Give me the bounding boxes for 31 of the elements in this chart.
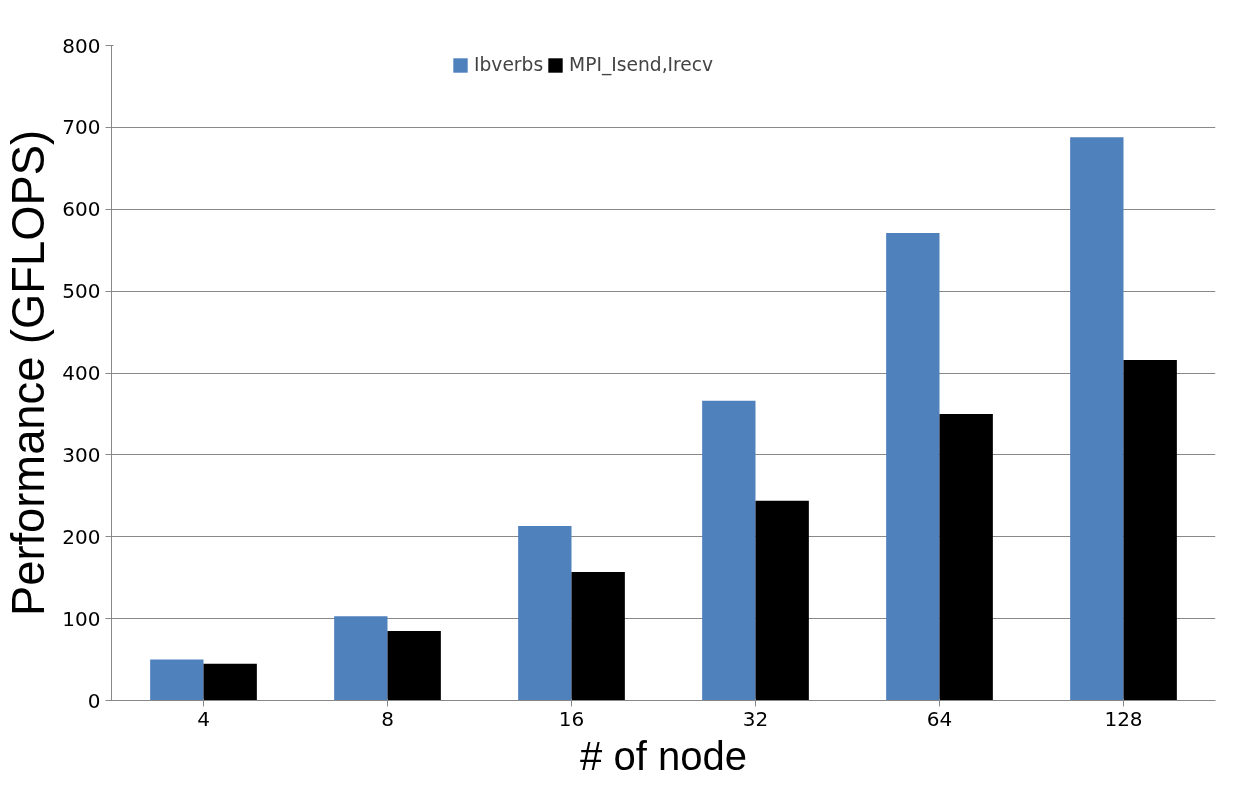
y-axis-title: Performance (GFLOPS) xyxy=(3,129,55,617)
legend-label: Ibverbs xyxy=(474,54,544,75)
y-tick-label: 300 xyxy=(62,442,101,467)
bar xyxy=(518,526,572,701)
x-tick-label: 4 xyxy=(197,706,210,731)
x-tick-label: 32 xyxy=(742,706,769,731)
bar xyxy=(150,659,204,701)
legend-label: MPI_Isend,Irecv xyxy=(569,54,714,75)
x-tick-label: 64 xyxy=(926,706,953,731)
y-tick-label: 700 xyxy=(62,115,101,140)
bar xyxy=(755,500,809,701)
bar xyxy=(571,571,625,701)
x-tick-label: 128 xyxy=(1104,706,1143,731)
bar xyxy=(387,630,441,701)
y-tick-label: 100 xyxy=(62,606,101,631)
x-tick-label: 8 xyxy=(381,706,394,731)
y-tick-label: 0 xyxy=(87,688,101,713)
bar xyxy=(1123,359,1177,701)
x-tick-label: 16 xyxy=(558,706,585,731)
bar xyxy=(203,663,257,701)
x-axis-title: # of node xyxy=(580,733,747,778)
bar xyxy=(939,413,993,701)
y-tick-label: 600 xyxy=(62,197,101,222)
y-tick-label: 500 xyxy=(62,279,101,304)
y-tick-label: 200 xyxy=(62,524,101,549)
bar xyxy=(886,232,940,701)
bar xyxy=(702,400,756,701)
y-tick-label: 800 xyxy=(62,33,101,58)
y-tick-label: 400 xyxy=(62,361,101,385)
bar xyxy=(1070,137,1124,701)
bar xyxy=(334,616,388,701)
